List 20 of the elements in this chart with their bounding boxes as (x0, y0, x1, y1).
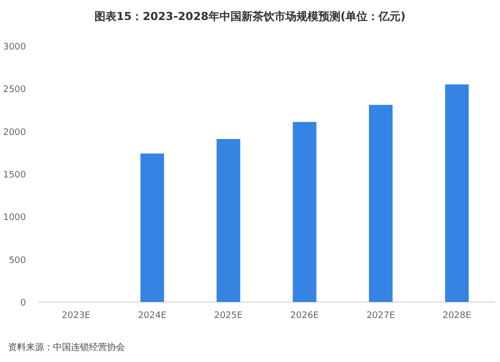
bar (292, 122, 316, 302)
bar (140, 154, 164, 302)
chart-title: 图表15：2023-2028年中国新茶饮市场规模预测(单位：亿元) (94, 10, 406, 23)
x-tick-label: 2028E (442, 311, 472, 321)
x-tick-label: 2026E (290, 311, 320, 321)
y-tick-label: 0 (20, 298, 26, 308)
y-tick-label: 2500 (3, 85, 26, 96)
x-tick-label: 2024E (138, 311, 167, 321)
y-tick-label: 1000 (3, 213, 26, 224)
y-tick-label: 2000 (3, 128, 26, 138)
bar (368, 104, 393, 302)
text: 资料来源：中国连锁经营协会 (8, 342, 125, 353)
x-tick-label: 2025E (214, 311, 244, 321)
bar (445, 84, 469, 302)
x-tick-label: 2027E (366, 311, 396, 321)
y-tick-label: 3000 (3, 42, 26, 52)
x-tick-label: 2023E (62, 311, 91, 321)
bar (216, 139, 240, 302)
y-tick-label: 500 (8, 256, 26, 266)
y-tick-label: 1500 (3, 170, 26, 180)
